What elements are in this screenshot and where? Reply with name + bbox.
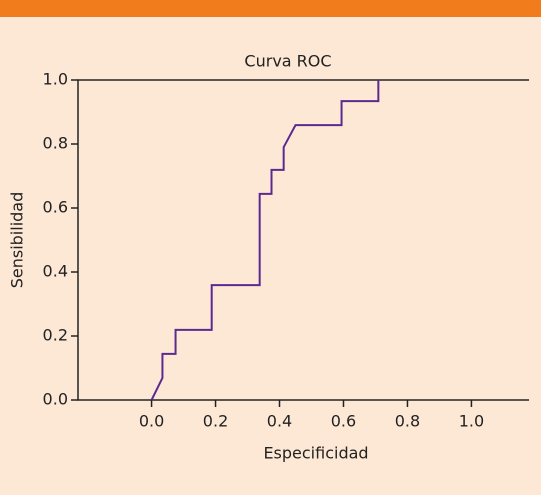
x-tick-label: 0.0 (139, 412, 164, 431)
header-bar (0, 0, 541, 17)
roc-line (150, 80, 380, 401)
y-axis-label: Sensibilidad (8, 192, 27, 289)
y-tick-label: 0.2 (43, 326, 68, 345)
y-tick-label: 0.6 (43, 198, 68, 217)
y-tick-label: 0.4 (43, 262, 68, 281)
plot-frame (77, 79, 529, 401)
x-tick-label: 0.2 (203, 412, 228, 431)
x-tick-label: 0.8 (395, 412, 420, 431)
y-tick-label: 0.8 (43, 134, 68, 153)
x-axis-label: Especificidad (263, 444, 368, 463)
x-tick-label: 0.6 (331, 412, 356, 431)
x-tick-label: 0.4 (267, 412, 292, 431)
y-tick-label: 0.0 (43, 390, 68, 409)
x-tick-label: 1.0 (459, 412, 484, 431)
y-tick-label: 1.0 (43, 70, 68, 89)
chart-title: Curva ROC (244, 52, 331, 71)
